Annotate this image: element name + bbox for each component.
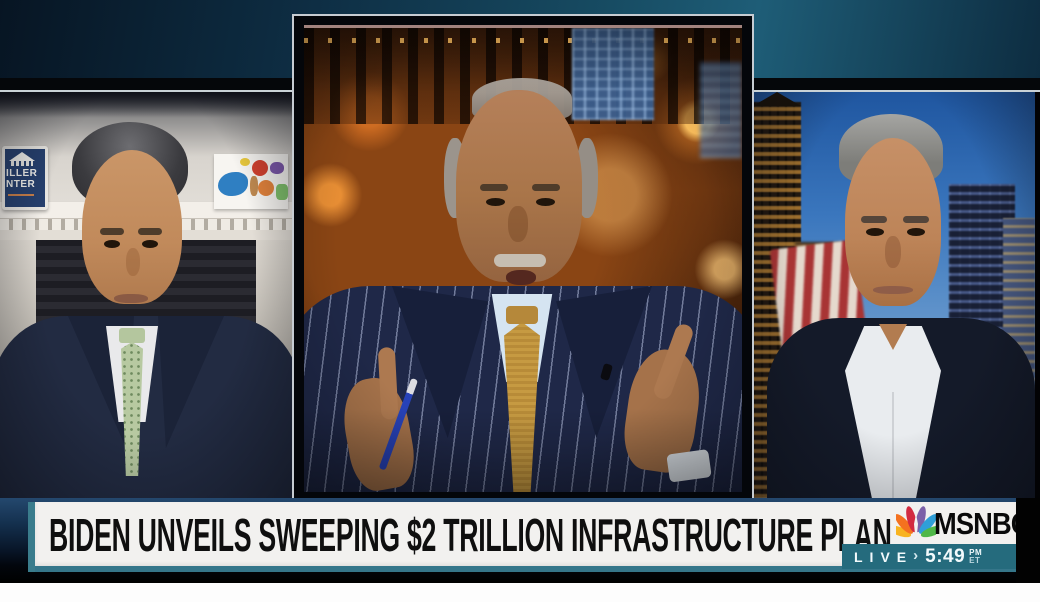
- host-brow: [532, 184, 560, 191]
- vignette-overlay: [304, 28, 742, 492]
- host-eye: [486, 198, 505, 206]
- banner-right-black-block: [1016, 498, 1040, 583]
- live-chevron-icon: ›: [913, 547, 919, 564]
- host-mustache: [494, 254, 546, 267]
- left-panel-bezel: [0, 78, 292, 92]
- meridiem-label: PM: [969, 547, 983, 557]
- right-edge-bar: [1035, 92, 1040, 498]
- host-mouth: [506, 270, 536, 285]
- host-nose: [508, 206, 528, 242]
- headline-accent-left: [28, 502, 35, 572]
- blue-building-background: [572, 28, 654, 120]
- left-guest-panel: ILLER NTER: [0, 92, 292, 498]
- right-guest-panel: [753, 92, 1035, 498]
- host-brow: [480, 184, 508, 191]
- nbc-peacock-icon: [896, 506, 936, 538]
- host-eye: [536, 198, 555, 206]
- vignette-overlay: [753, 92, 1035, 498]
- blue-building-background: [700, 62, 742, 158]
- bridge-string-lights: [304, 38, 742, 43]
- vignette-overlay: [0, 92, 292, 498]
- host-panel-frame: [292, 14, 754, 500]
- host-panel: [304, 28, 742, 492]
- video-stage: ILLER NTER: [0, 0, 1040, 583]
- right-panel-bezel: [753, 78, 1040, 92]
- page-bottom-whitespace: [0, 583, 1040, 602]
- clock-time: 5:49: [925, 545, 966, 567]
- msnbc-wordmark: MSNBC: [934, 506, 1031, 541]
- host-face: [456, 90, 582, 282]
- time-meridiem-zone: PM ET: [969, 547, 983, 565]
- live-label: LIVE: [854, 548, 914, 565]
- frame-inner-line: [304, 25, 742, 28]
- host-tie-knot: [506, 306, 538, 324]
- live-time-bar: LIVE › 5:49 PM ET: [842, 544, 1016, 569]
- chyron-headline: BIDEN UNVEILS SWEEPING $2 TRILLION INFRA…: [49, 509, 892, 561]
- headline-accent-underline: [35, 566, 1017, 572]
- timezone-label: ET: [969, 555, 981, 565]
